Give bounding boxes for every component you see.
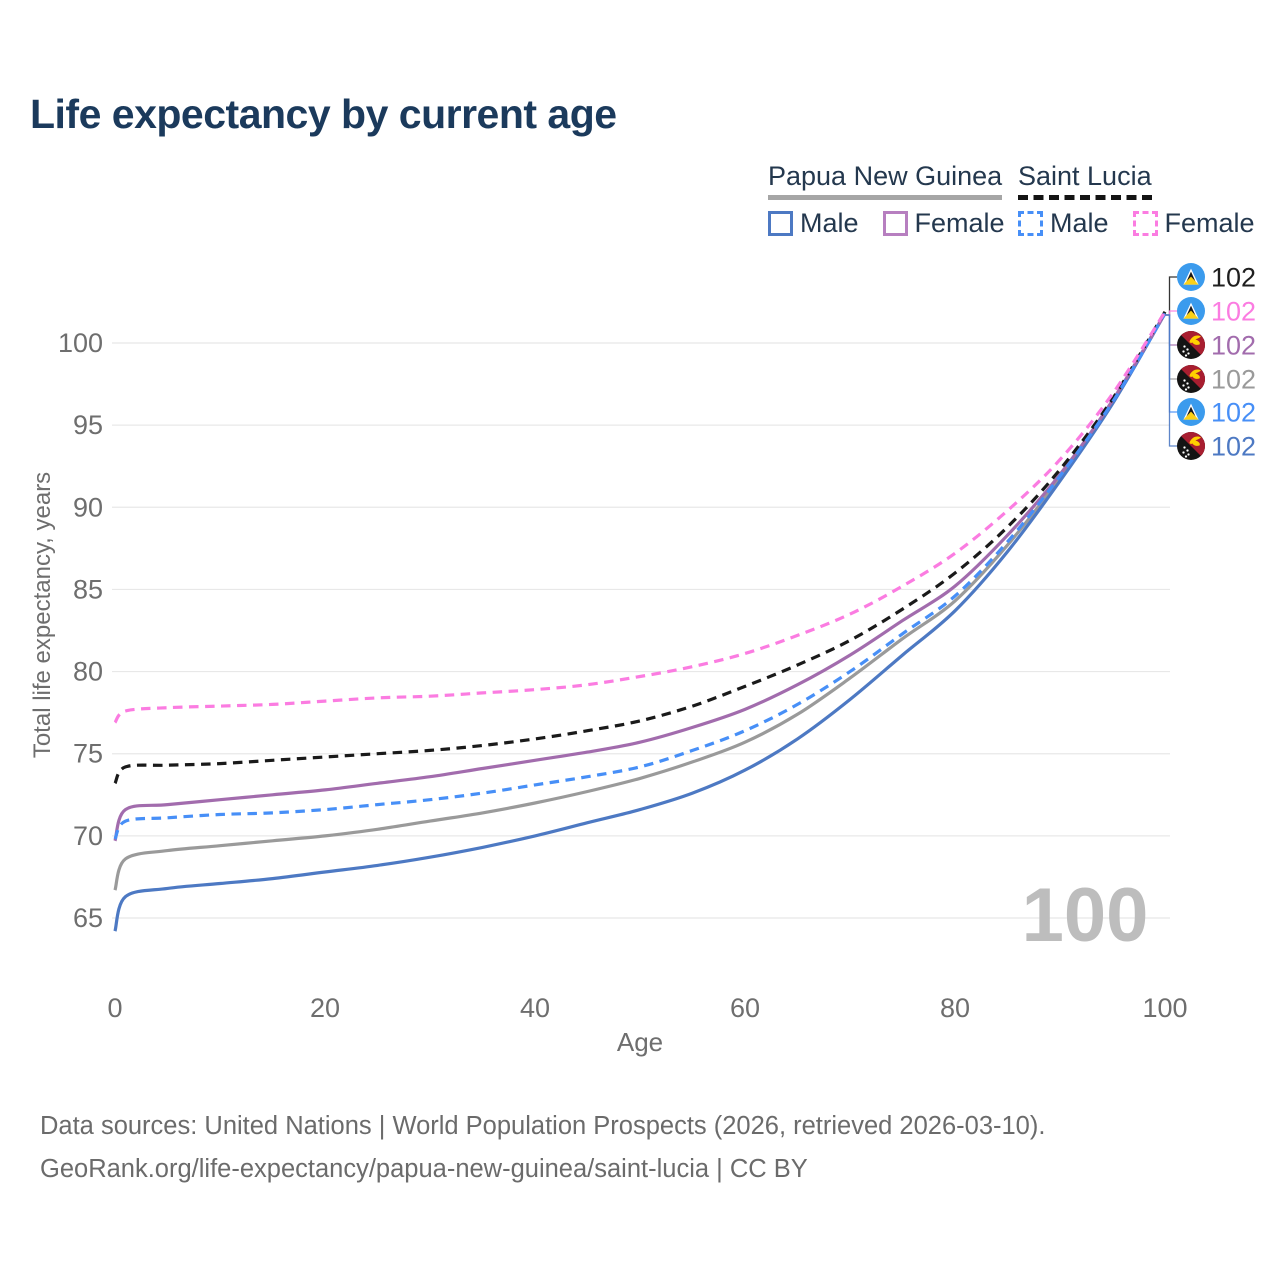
page-title: Life expectancy by current age	[30, 91, 617, 137]
saint-lucia-flag-icon	[1177, 398, 1205, 426]
y-tick-label: 85	[73, 574, 103, 604]
end-value-label-png_female: 102	[1211, 331, 1256, 361]
footer: Data sources: United Nations | World Pop…	[40, 1105, 1045, 1191]
end-label-connector	[1165, 314, 1177, 413]
papua-new-guinea-flag-icon	[1177, 432, 1205, 460]
end-label-connector	[1165, 314, 1177, 346]
series-line-png_male	[113, 312, 1167, 932]
end-value-label-png_male: 102	[1211, 432, 1256, 462]
x-tick-label: 0	[107, 993, 122, 1023]
y-tick-label: 90	[73, 492, 103, 522]
legend-swatch-papua-new-guinea-male	[768, 210, 793, 236]
y-tick-label: 75	[73, 739, 103, 769]
saint-lucia-flag-icon	[1177, 297, 1205, 325]
saint-lucia-flag-icon	[1177, 263, 1205, 291]
legend-item-label: Female	[914, 207, 1005, 238]
x-tick-label: 60	[730, 993, 760, 1023]
y-tick-label: 95	[73, 410, 103, 440]
footer-data-sources: Data sources: United Nations | World Pop…	[40, 1112, 1046, 1140]
legend-item-saint-lucia-female: Female	[1132, 207, 1255, 239]
papua-new-guinea-flag-icon	[1177, 331, 1205, 359]
y-tick-label: 65	[73, 903, 103, 933]
legend-item-label: Female	[1164, 207, 1255, 238]
x-tick-label: 100	[1142, 993, 1187, 1023]
gridlines: 65 70 75 80 85 90 95 100	[58, 328, 1170, 933]
series-line-sl_female	[113, 310, 1167, 724]
age-watermark: 100	[1022, 873, 1149, 958]
series-line-png_female	[113, 312, 1167, 842]
x-axis-title: Age	[617, 1027, 663, 1057]
legend-swatch-saint-lucia-female	[1132, 210, 1158, 236]
end-value-label-sl_all: 102	[1211, 263, 1256, 293]
legend-swatch-papua-new-guinea-female	[882, 210, 908, 236]
legend-items-saint-lucia: Male Female	[1018, 208, 1255, 239]
end-value-label-sl_female: 102	[1211, 297, 1256, 327]
legend-item-label: Male	[1050, 207, 1109, 238]
legend-group-saint-lucia: Saint Lucia Male Female	[1018, 161, 1255, 239]
series-line-png_all	[113, 312, 1167, 891]
legend-item-papua-new-guinea-female: Female	[882, 207, 1005, 239]
legend-item-label: Male	[800, 207, 859, 238]
end-label-connector	[1165, 276, 1177, 316]
legend-swatch-saint-lucia-male	[1018, 210, 1043, 236]
end-label-connector	[1165, 314, 1177, 447]
series-lines	[113, 310, 1167, 932]
y-axis-title: Total life expectancy, years	[29, 472, 56, 758]
y-tick-label: 80	[73, 657, 103, 687]
legend-country-label-saint-lucia: Saint Lucia	[1018, 161, 1152, 200]
legend-group-papua-new-guinea: Papua New Guinea Male Female	[768, 161, 1005, 239]
x-tick-label: 20	[310, 993, 340, 1023]
x-tick-label: 40	[520, 993, 550, 1023]
papua-new-guinea-flag-icon	[1177, 365, 1205, 393]
axis-labels: 0 20 40 60 80 100 Age Total life expectancy, ye…	[29, 472, 1188, 1057]
y-tick-label: 100	[58, 328, 103, 358]
end-value-label-sl_male: 102	[1211, 398, 1256, 428]
legend-country-label-papua-new-guinea: Papua New Guinea	[768, 161, 1003, 200]
legend-items-papua-new-guinea: Male Female	[768, 208, 1005, 239]
series-line-sl_male	[113, 312, 1167, 840]
legend-item-papua-new-guinea-male: Male	[768, 208, 859, 239]
legend-item-saint-lucia-male: Male	[1018, 208, 1109, 239]
footer-attribution-link: GeoRank.org/life-expectancy/papua-new-gu…	[40, 1155, 808, 1183]
end-value-label-png_all: 102	[1211, 365, 1256, 395]
x-tick-label: 80	[940, 993, 970, 1023]
end-label-connector	[1165, 314, 1177, 380]
series-line-sl_all	[113, 310, 1167, 785]
y-tick-label: 70	[73, 821, 103, 851]
